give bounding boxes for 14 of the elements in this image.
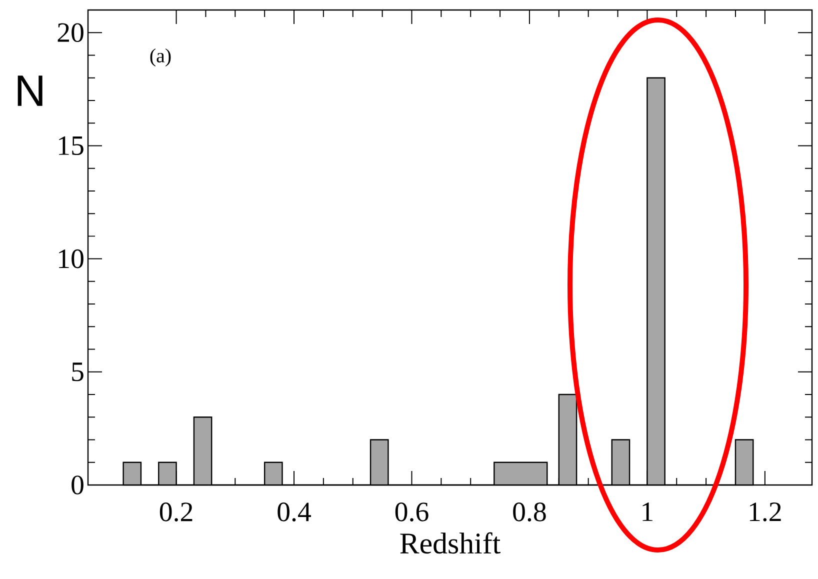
x-axis-title: Redshift	[400, 532, 500, 554]
y-tick-label: 15	[59, 136, 84, 156]
y-tick-label: 20	[58, 23, 84, 42]
x-tick-label: 0.6	[395, 502, 428, 522]
x-tick-label: 0.8	[513, 502, 546, 522]
y-axis-title: N	[18, 76, 42, 106]
y-tick-label: 5	[72, 362, 84, 382]
x-tick-label: 1.2	[750, 502, 781, 522]
y-tick-label: 0	[72, 476, 84, 494]
x-tick-label: 1	[642, 502, 652, 521]
annotation: (a)	[150, 48, 171, 67]
x-tick-label: 0.2	[160, 502, 192, 522]
x-tick-label: 0.4	[278, 502, 312, 522]
y-tick-label: 10	[59, 249, 84, 268]
